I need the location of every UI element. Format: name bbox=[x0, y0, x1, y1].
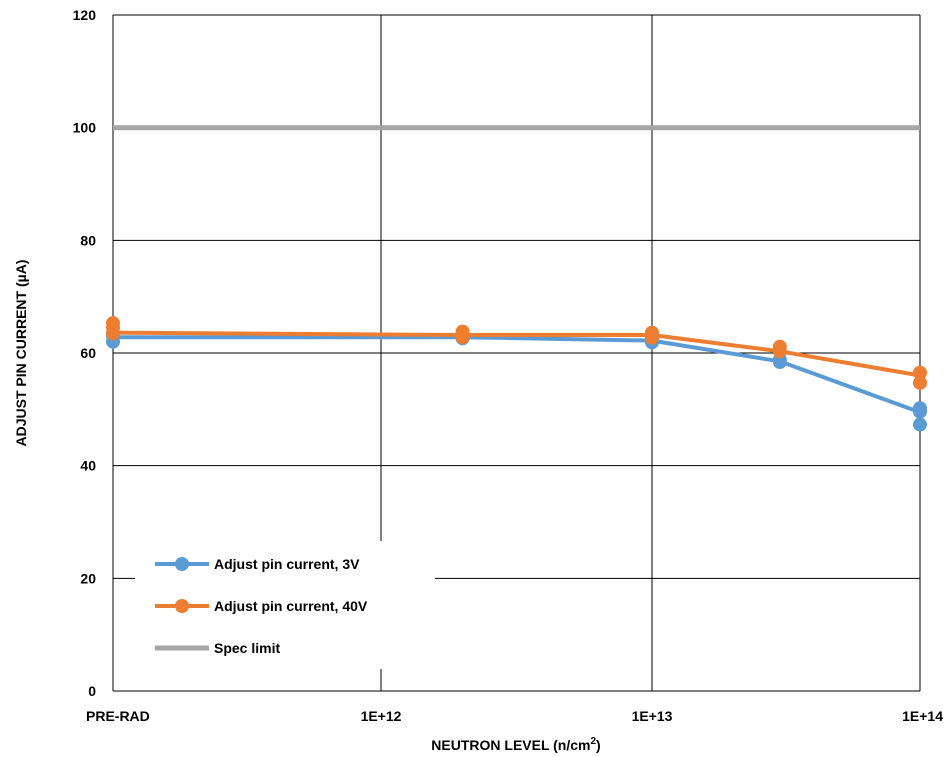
data-point bbox=[913, 365, 927, 380]
y-tick-labels: 0 20 40 60 80 100 120 bbox=[73, 7, 97, 699]
data-point bbox=[913, 375, 927, 390]
y-tick-label: 80 bbox=[80, 232, 96, 248]
legend-marker bbox=[175, 599, 189, 613]
data-point bbox=[772, 344, 787, 359]
legend-label: Spec limit bbox=[214, 640, 280, 656]
legend-marker bbox=[175, 557, 189, 571]
y-tick-label: 60 bbox=[80, 345, 96, 361]
data-point bbox=[913, 401, 927, 416]
x-axis-title-superscript: 2 bbox=[590, 736, 596, 747]
data-point bbox=[645, 330, 659, 345]
data-point bbox=[455, 330, 470, 345]
series-points bbox=[106, 316, 927, 432]
x-tick-label: PRE-RAD bbox=[86, 708, 150, 724]
x-tick-label: 1E+13 bbox=[632, 708, 673, 724]
y-tick-label: 20 bbox=[80, 570, 96, 586]
data-point bbox=[106, 326, 120, 341]
x-tick-labels: PRE-RAD 1E+12 1E+13 1E+14 bbox=[86, 708, 943, 724]
x-axis-title-main: NEUTRON LEVEL (n/cm bbox=[431, 737, 590, 753]
y-tick-label: 40 bbox=[80, 458, 96, 474]
x-tick-label: 1E+14 bbox=[902, 708, 943, 724]
legend-label: Adjust pin current, 40V bbox=[214, 598, 368, 614]
y-tick-label: 100 bbox=[73, 120, 97, 136]
x-tick-label: 1E+12 bbox=[361, 708, 402, 724]
x-axis-title-suffix: ) bbox=[596, 737, 601, 753]
y-tick-label: 0 bbox=[88, 683, 96, 699]
y-axis-title: ADJUST PIN CURRENT (µA) bbox=[13, 260, 29, 447]
y-tick-label: 120 bbox=[73, 7, 97, 23]
data-point bbox=[913, 417, 927, 432]
legend-label: Adjust pin current, 3V bbox=[214, 556, 360, 572]
x-axis-title: NEUTRON LEVEL (n/cm2) bbox=[431, 736, 600, 753]
legend: Adjust pin current, 3V Adjust pin current… bbox=[135, 541, 435, 669]
